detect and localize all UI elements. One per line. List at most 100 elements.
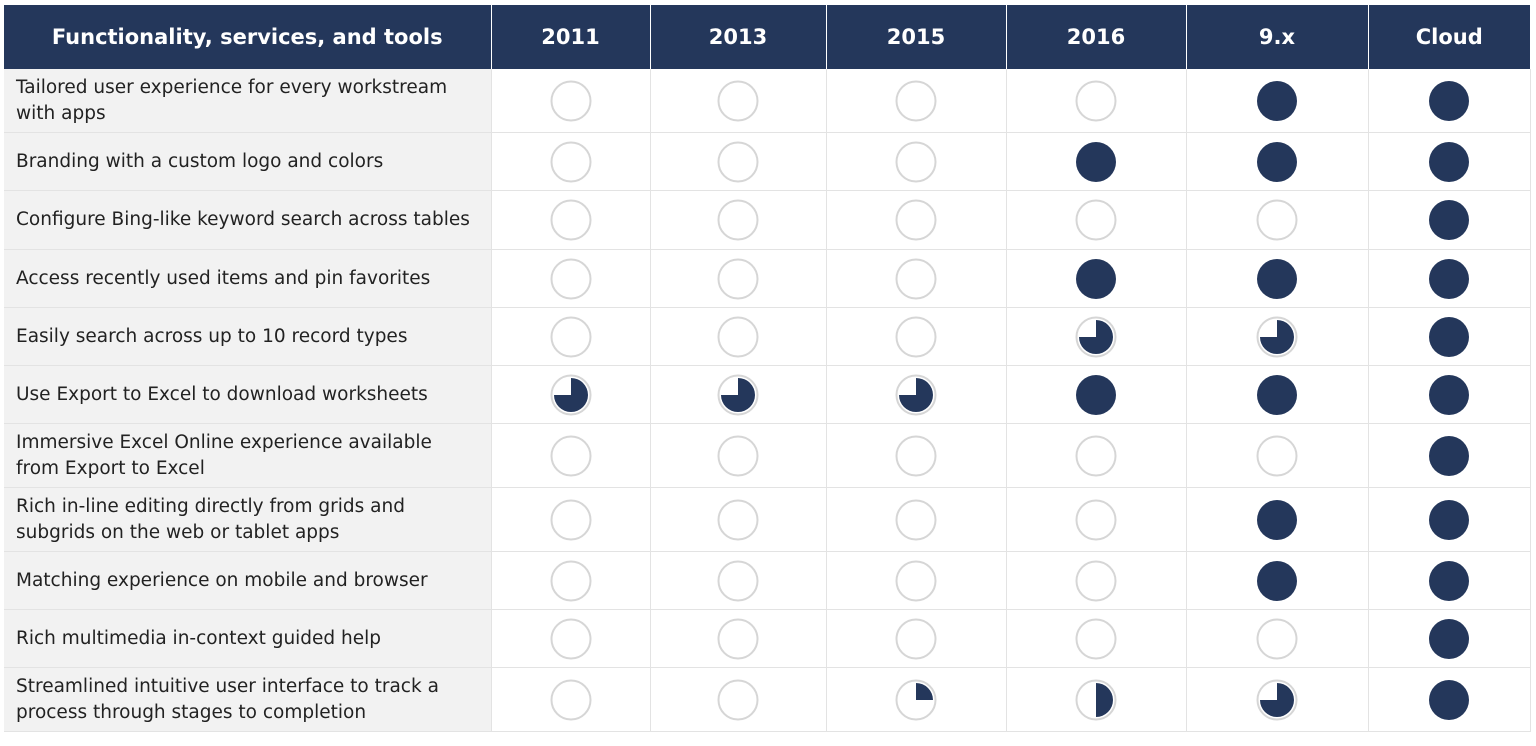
support-cell-2011: [491, 307, 651, 366]
empty-ring: [1075, 80, 1117, 121]
empty-ring: [717, 258, 759, 299]
support-cell-2013: [650, 307, 827, 366]
full-support-icon: [1428, 80, 1470, 122]
full-support-icon: [1256, 499, 1298, 541]
filled-disc: [1429, 618, 1469, 659]
filled-disc: [1076, 258, 1116, 299]
empty-ring: [550, 679, 591, 720]
support-cell-2015: [826, 365, 1007, 424]
filled-disc: [1429, 316, 1469, 357]
no-support-icon: [717, 435, 759, 477]
partial-fill-wedge: [721, 377, 755, 412]
no-support-icon: [550, 80, 592, 122]
partial-support-icon: [717, 374, 759, 416]
no-support-icon: [895, 141, 937, 183]
filled-disc: [1429, 435, 1469, 476]
partial-fill-wedge: [1079, 319, 1113, 354]
support-cell-2013: [650, 609, 827, 668]
no-support-icon: [550, 316, 592, 358]
no-support-icon: [1075, 199, 1117, 241]
support-cell-9x: [1186, 609, 1369, 668]
no-support-icon: [1075, 560, 1117, 602]
empty-ring: [550, 316, 591, 357]
empty-ring: [717, 80, 759, 121]
filled-disc: [1076, 374, 1116, 415]
empty-ring: [717, 679, 759, 720]
table-row: Configure Bing-like keyword search acros…: [4, 190, 1531, 250]
support-cell-cloud: [1368, 132, 1531, 191]
support-cell-2016: [1006, 667, 1187, 732]
empty-ring: [1075, 435, 1117, 476]
no-support-icon: [717, 499, 759, 541]
support-cell-2013: [650, 551, 827, 610]
support-cell-9x: [1186, 307, 1369, 366]
full-support-icon: [1428, 316, 1470, 358]
feature-label: Immersive Excel Online experience availa…: [4, 423, 492, 488]
version-header-9x: 9.x: [1186, 5, 1369, 69]
support-cell-2011: [491, 667, 651, 732]
no-support-icon: [1075, 618, 1117, 660]
empty-ring: [717, 199, 759, 241]
feature-comparison-table: Functionality, services, and tools 2011 …: [4, 5, 1531, 732]
feature-label: Tailored user experience for every works…: [4, 69, 492, 133]
filled-disc: [1076, 141, 1116, 182]
empty-ring: [1075, 618, 1117, 659]
no-support-icon: [717, 560, 759, 602]
support-cell-2013: [650, 667, 827, 732]
full-support-icon: [1075, 258, 1117, 300]
filled-disc: [1429, 258, 1469, 299]
support-cell-cloud: [1368, 423, 1531, 488]
no-support-icon: [895, 618, 937, 660]
support-cell-2015: [826, 132, 1007, 191]
no-support-icon: [1075, 80, 1117, 122]
full-support-icon: [1075, 141, 1117, 183]
support-cell-cloud: [1368, 69, 1531, 133]
support-cell-cloud: [1368, 487, 1531, 552]
empty-ring: [1075, 199, 1117, 241]
partial-support-icon: [1256, 679, 1298, 721]
support-cell-2015: [826, 69, 1007, 133]
version-header-cloud: Cloud: [1368, 5, 1530, 69]
filled-disc: [1257, 80, 1297, 121]
support-cell-2013: [650, 132, 827, 191]
no-support-icon: [550, 199, 592, 241]
feature-label: Rich in-line editing directly from grids…: [4, 487, 492, 552]
full-support-icon: [1428, 141, 1470, 183]
no-support-icon: [717, 258, 759, 300]
no-support-icon: [1075, 435, 1117, 477]
partial-support-icon: [550, 374, 592, 416]
support-cell-9x: [1186, 423, 1369, 488]
no-support-icon: [550, 435, 592, 477]
support-cell-9x: [1186, 69, 1369, 133]
support-cell-9x: [1186, 190, 1369, 250]
support-cell-2016: [1006, 609, 1187, 668]
feature-label: Use Export to Excel to download workshee…: [4, 365, 492, 424]
full-support-icon: [1256, 80, 1298, 122]
support-cell-9x: [1186, 551, 1369, 610]
feature-label: Branding with a custom logo and colors: [4, 132, 492, 191]
support-cell-2016: [1006, 190, 1187, 250]
empty-ring: [717, 618, 759, 659]
partial-fill-wedge: [1260, 682, 1294, 717]
full-support-icon: [1428, 258, 1470, 300]
filled-disc: [1257, 258, 1297, 299]
empty-ring: [550, 141, 591, 182]
support-cell-9x: [1186, 365, 1369, 424]
no-support-icon: [717, 618, 759, 660]
no-support-icon: [1256, 618, 1298, 660]
support-cell-2015: [826, 307, 1007, 366]
partial-support-icon: [895, 679, 937, 721]
feature-label: Rich multimedia in-context guided help: [4, 609, 492, 668]
support-cell-2016: [1006, 551, 1187, 610]
header-row: Functionality, services, and tools 2011 …: [4, 5, 1530, 69]
support-cell-2013: [650, 190, 827, 250]
filled-disc: [1257, 374, 1297, 415]
empty-ring: [550, 80, 591, 121]
no-support-icon: [895, 258, 937, 300]
full-support-icon: [1256, 141, 1298, 183]
full-support-icon: [1428, 199, 1470, 241]
filled-disc: [1257, 499, 1297, 540]
support-cell-2011: [491, 132, 651, 191]
empty-ring: [550, 560, 591, 601]
version-header-2013: 2013: [650, 5, 827, 69]
